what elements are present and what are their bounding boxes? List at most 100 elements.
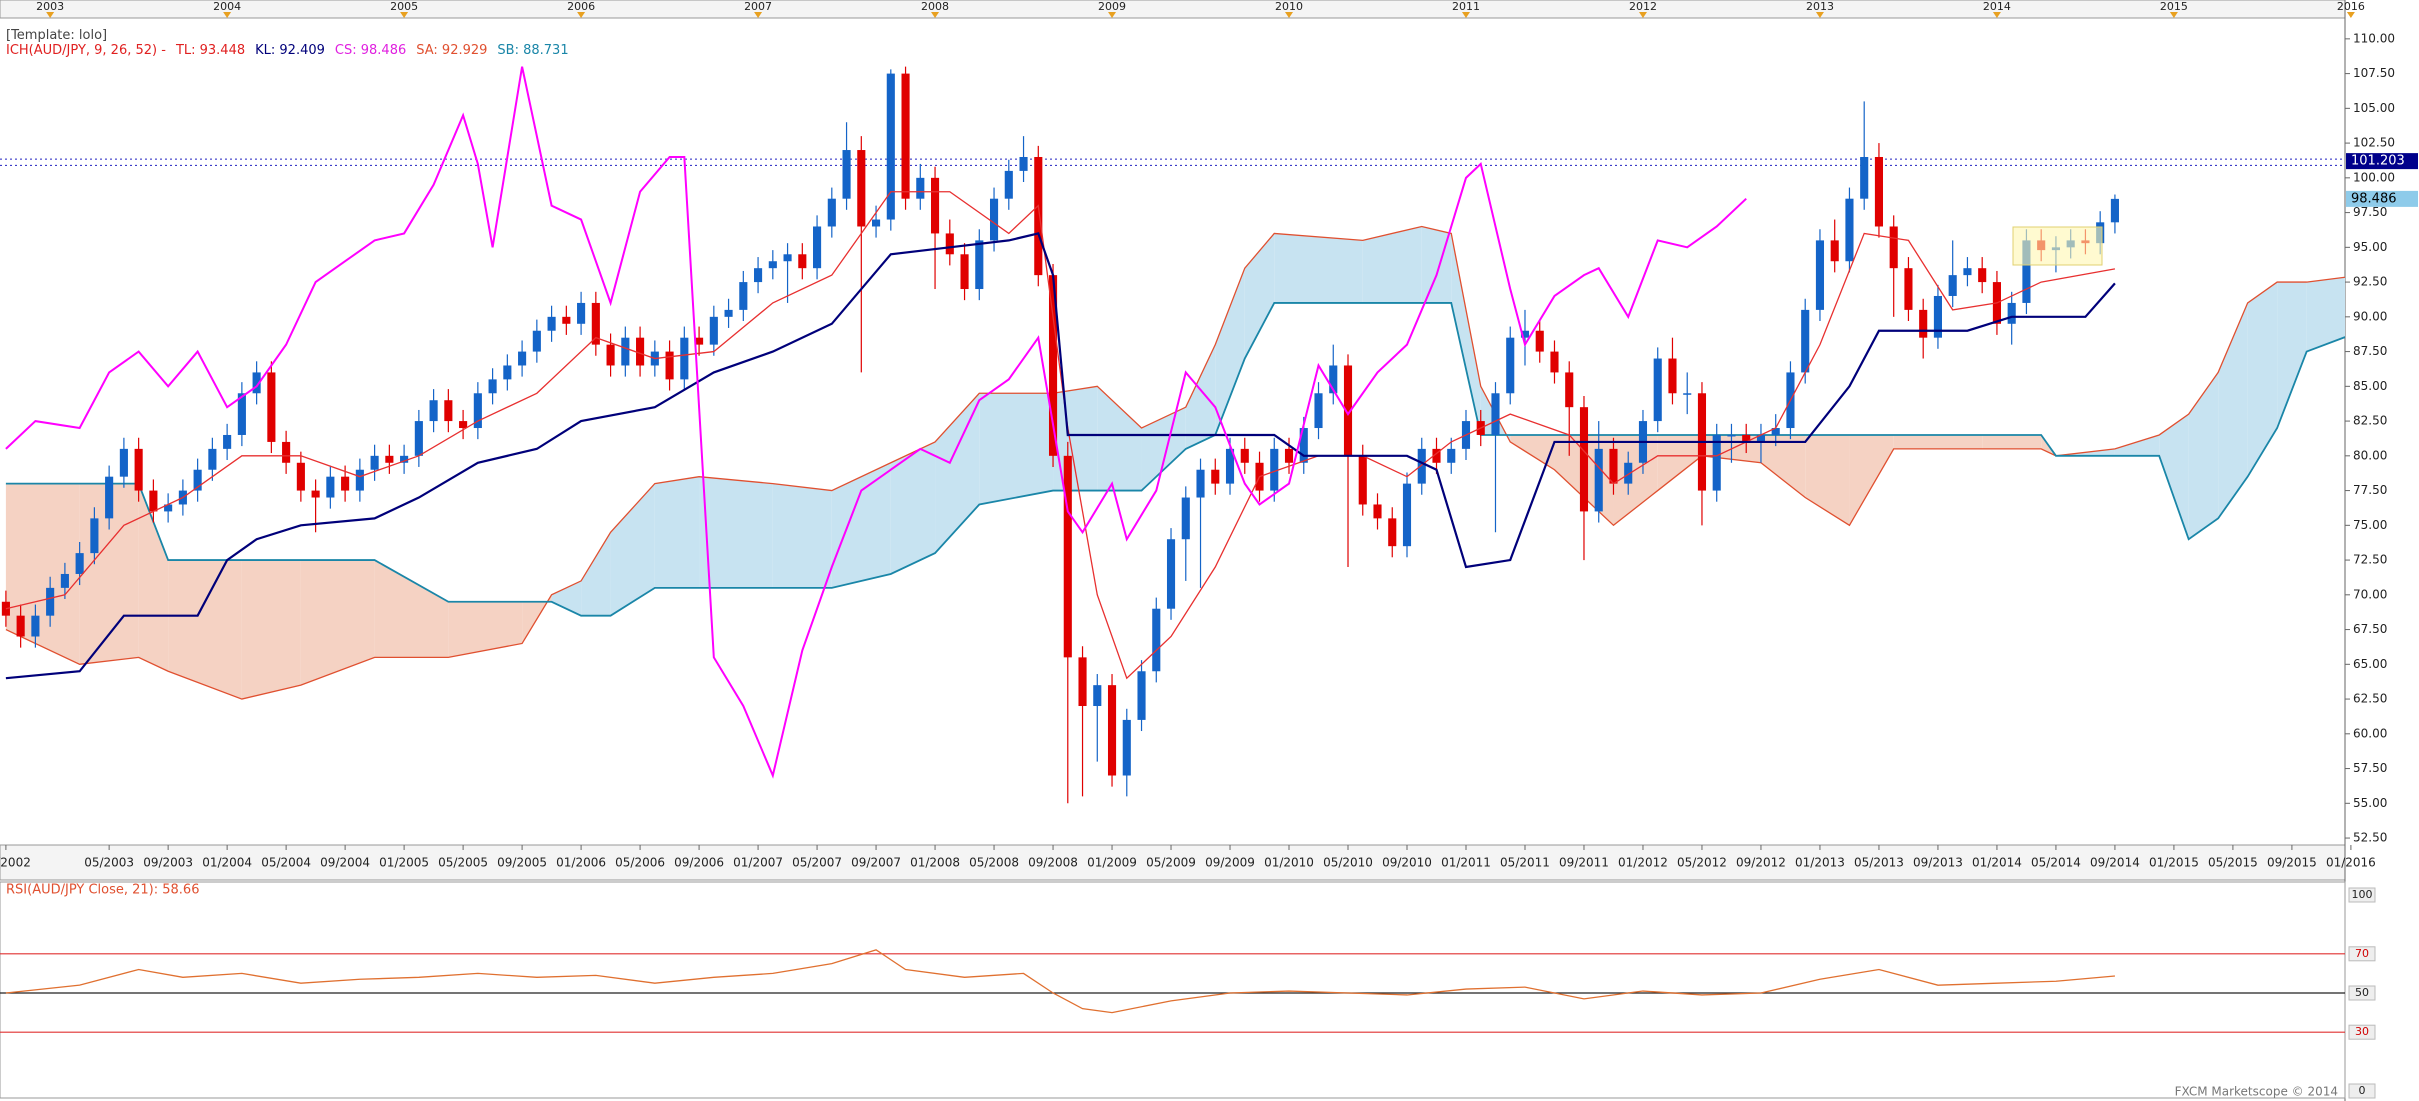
senkou-a-line (5, 225, 2345, 700)
candle-body (503, 365, 512, 380)
candle-body (1270, 448, 1279, 491)
candle-body (1683, 393, 1692, 395)
legend-item: SA: 92.929 (416, 43, 488, 58)
candle-body (1933, 295, 1942, 338)
year-label: 2004 (213, 0, 241, 13)
candle-body (916, 177, 925, 199)
x-tick-label: 05/2006 (615, 856, 665, 870)
candle-body (1048, 275, 1058, 456)
candle-body (1329, 365, 1338, 394)
x-tick-label: 05/2011 (1500, 856, 1550, 870)
y-tick-label: 70.00 (2353, 587, 2387, 601)
year-tick (931, 12, 940, 18)
plot-area (0, 66, 2345, 804)
cloud-segment (1362, 226, 1422, 303)
rsi-title: RSI(AUD/JPY Close, 21): 58.66 (6, 883, 199, 898)
rsi-tick-label: 30 (2355, 1025, 2369, 1038)
candle-body (237, 393, 246, 435)
rsi-tick-label: 70 (2355, 947, 2369, 960)
candle-body (1874, 156, 1884, 227)
candle-body (989, 198, 999, 241)
candle-body (1078, 657, 1087, 707)
x-tick-label: 09/2007 (851, 856, 901, 870)
candle-body (90, 518, 99, 554)
cloud-segment (935, 393, 980, 554)
candle-body (1845, 198, 1854, 262)
cloud-segment (138, 483, 169, 672)
candle-body (1919, 309, 1928, 338)
candle-body (16, 615, 25, 637)
price-marker (2346, 190, 2418, 207)
candle-body (282, 441, 291, 463)
candle-body (1712, 434, 1721, 491)
candle-body (1358, 455, 1367, 505)
candle-body (960, 254, 969, 290)
tenkan-line (5, 191, 2116, 680)
cloud-segment (448, 601, 523, 658)
year-tick (754, 12, 763, 18)
candle-body (1166, 539, 1176, 609)
cloud-segment (699, 476, 773, 588)
candle-body (901, 73, 910, 199)
candle-body (754, 268, 763, 283)
template-label: [Template: lolo] (6, 28, 108, 43)
x-tick-label: 01/2007 (733, 856, 783, 870)
candle-body (385, 455, 394, 463)
candle-body (547, 316, 556, 331)
x-tick-label: 01/2016 (2326, 856, 2376, 870)
year-tick (1108, 12, 1117, 18)
candle-body (1756, 434, 1766, 442)
candle-body (1063, 455, 1072, 658)
candle-body (798, 254, 807, 269)
cloud-segment (979, 393, 1054, 505)
candle-body (591, 302, 600, 345)
x-tick-label: 05/2010 (1323, 856, 1373, 870)
candle-body (311, 490, 320, 498)
year-label: 2016 (2337, 0, 2365, 13)
y-tick-label: 82.50 (2353, 414, 2387, 428)
x-tick-label: 09/2012 (1736, 856, 1786, 870)
y-tick-label: 77.50 (2353, 483, 2387, 497)
cloud-segment (831, 462, 891, 588)
candle-body (355, 469, 364, 491)
cloud-segment (1805, 434, 1850, 526)
x-tick-label: 05/2015 (2208, 856, 2258, 870)
rsi-tick-box (2348, 1083, 2376, 1099)
y-tick-label: 85.00 (2353, 379, 2387, 393)
x-tick-label: 09/2011 (1559, 856, 1609, 870)
candle-body (1963, 268, 1972, 276)
x-tick-label: 09/2009 (1205, 856, 1255, 870)
y-tick-label: 95.00 (2353, 240, 2387, 254)
y-tick-label: 92.50 (2353, 275, 2387, 289)
x-tick-label: 05/2004 (261, 856, 311, 870)
candle-body (739, 282, 748, 310)
candle-body (2007, 302, 2016, 324)
candle-body (1565, 372, 1574, 408)
year-tick (1815, 12, 1824, 18)
year-label: 2009 (1098, 0, 1126, 13)
price-marker (2346, 153, 2418, 170)
cloud-segment (581, 532, 611, 616)
cloud-segment (1849, 434, 1894, 526)
cloud-segment (1893, 434, 1983, 449)
cloud-segment (1244, 233, 1275, 359)
y-tick-label: 105.00 (2353, 101, 2395, 115)
candle-body (680, 337, 689, 380)
x-tick-label: 09/2008 (1028, 856, 1078, 870)
candle-body (783, 254, 792, 262)
indicator-label: ICH(AUD/JPY, 9, 26, 52) - (6, 43, 166, 58)
y-tick-label: 97.50 (2353, 205, 2387, 219)
cloud-segment (241, 560, 301, 700)
price-marker-label: 98.486 (2351, 191, 2397, 206)
cloud-segment (1141, 407, 1186, 491)
x-tick-label: 05/2009 (1146, 856, 1196, 870)
x-tick-label: 09/2003 (143, 856, 193, 870)
candle-body (2022, 240, 2031, 303)
candle-body (665, 351, 674, 380)
candle-body (1889, 226, 1898, 269)
year-label: 2010 (1275, 0, 1303, 13)
candle-body (1284, 448, 1294, 463)
candle-body (621, 337, 630, 366)
candle-body (429, 400, 438, 422)
rsi-tick-label: 100 (2352, 888, 2373, 901)
